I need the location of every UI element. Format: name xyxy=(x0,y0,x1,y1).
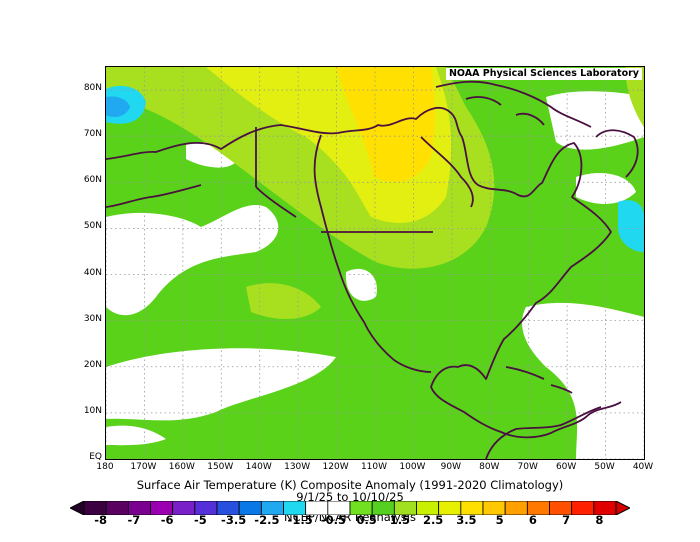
lon-tick-label: 140W xyxy=(245,462,272,472)
coastline-north-america xyxy=(106,106,622,439)
colorbar-tick-label: 8 xyxy=(595,513,604,527)
colorbar-tick-label: -0.5 xyxy=(320,513,346,527)
lat-tick-label: EQ xyxy=(89,452,102,462)
map-canvas xyxy=(106,67,644,459)
anomaly-contour-white-hudson xyxy=(546,91,644,150)
lon-tick-label: 160W xyxy=(168,462,195,472)
anomaly-contour-white-pacific-west xyxy=(106,222,156,282)
lon-tick-label: 90W xyxy=(440,462,462,472)
coastlines xyxy=(106,80,639,459)
lat-tick-label: 10N xyxy=(83,405,102,416)
coastline-hudson-bay xyxy=(420,136,474,208)
lon-tick-label: 130W xyxy=(284,462,311,472)
colorbar-tick-label: -5 xyxy=(193,513,207,527)
lat-tick-label: 80N xyxy=(83,83,102,94)
colorbar-tick-label: 7 xyxy=(562,513,571,527)
colorbar-tick-label: 5 xyxy=(495,513,504,527)
lat-tick-label: 60N xyxy=(83,175,102,186)
colorbar-tick-label: -2.5 xyxy=(254,513,280,527)
lon-tick-label: 170W xyxy=(130,462,157,472)
coastline-aleutians xyxy=(106,184,202,208)
noaa-psl-badge: NOAA Physical Sciences Laboratory xyxy=(445,68,642,80)
lon-tick-label: 180 xyxy=(96,462,114,472)
anomaly-contour-white-atlantic xyxy=(522,302,644,459)
colorbar-over-triangle xyxy=(615,501,630,515)
coastline-alaska xyxy=(255,127,297,218)
lon-tick-label: 70W xyxy=(517,462,538,472)
colorbar-tick-label: 1.5 xyxy=(389,513,411,527)
colorbar-tick-label: -1.5 xyxy=(287,513,313,527)
colorbar-tick-label: 0.5 xyxy=(356,513,377,527)
anomaly-contour-white-southwest xyxy=(345,268,377,301)
lat-tick-label: 30N xyxy=(83,313,102,324)
anomaly-map: NOAA Physical Sciences Laboratory xyxy=(105,66,645,460)
colorbar-tick-label: 6 xyxy=(528,513,537,527)
anomaly-contour-yellowgreen-far-east xyxy=(625,67,644,127)
anomaly-contour-blue-siberia xyxy=(106,96,130,117)
colorbar-tick-label: 3.5 xyxy=(456,513,477,527)
anomaly-contour-white-greenland xyxy=(576,172,636,204)
lon-tick-label: 50W xyxy=(594,462,615,472)
lat-tick-label: 50N xyxy=(83,221,102,232)
anomaly-contour-white-pacific-south xyxy=(106,348,336,421)
map-date-range: 9/1/25 to 10/10/25 xyxy=(296,490,404,504)
anomaly-contour-gold-core xyxy=(336,67,435,182)
lon-tick-label: 80W xyxy=(479,462,500,472)
colorbar-tick-label: -3.5 xyxy=(221,513,247,527)
lon-tick-label: 60W xyxy=(555,462,577,472)
colorbar-tick-label: -7 xyxy=(127,513,141,527)
coastline-greenland xyxy=(595,129,639,178)
anomaly-contour-white-equatorial xyxy=(106,425,166,446)
lon-tick-label: 110W xyxy=(360,462,388,472)
anomaly-contour-cyan-atlantic xyxy=(618,200,644,252)
map-title: Surface Air Temperature (K) Composite An… xyxy=(136,478,564,492)
lon-tick-label: 100W xyxy=(399,462,426,472)
anomaly-contour-yellowgreen-east-pacific xyxy=(246,283,321,319)
lon-tick-label: 120W xyxy=(322,462,349,472)
colorbar-tick-label: -8 xyxy=(94,513,108,527)
coastline-arctic-islands xyxy=(435,80,592,128)
lon-tick-label: 150W xyxy=(207,462,234,472)
coastline-pacific-west xyxy=(313,134,432,373)
lat-tick-label: 20N xyxy=(83,359,102,370)
coastline-south-america xyxy=(485,406,602,459)
lat-tick-label: 40N xyxy=(83,267,102,278)
lat-tick-label: 70N xyxy=(83,129,102,140)
colorbar-tick-label: 2.5 xyxy=(422,513,444,527)
coastline-caribbean xyxy=(505,366,573,394)
colorbar-tick-label: -6 xyxy=(160,513,174,527)
colorbar xyxy=(70,501,630,515)
lon-tick-label: 40W xyxy=(632,462,654,472)
